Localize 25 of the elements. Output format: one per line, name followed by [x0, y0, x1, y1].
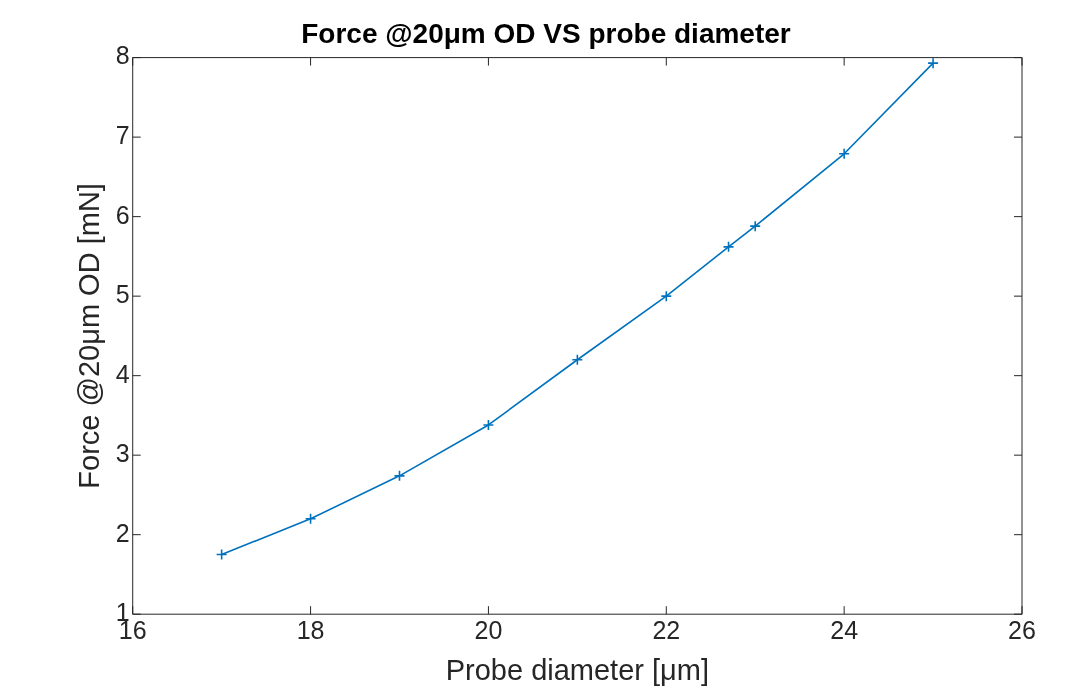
y-axis-title: Force @20μm OD [mN]: [73, 183, 106, 489]
x-tick-label: 24: [830, 616, 859, 645]
point: [722, 241, 735, 253]
x-tick-label: 18: [296, 616, 325, 645]
y-tick-label: 5: [115, 280, 130, 309]
point: [749, 220, 762, 232]
x-tick-label: 26: [1008, 616, 1036, 645]
point: [660, 290, 673, 302]
x-tick-label: 20: [474, 616, 503, 645]
y-tick-label: 3: [115, 439, 130, 468]
point: [393, 470, 406, 482]
point: [482, 419, 495, 431]
point: [304, 512, 317, 525]
x-tick-label: 22: [652, 616, 681, 645]
x-axis-title: Probe diameter [μm]: [445, 653, 710, 686]
y-tick-label: 2: [115, 518, 130, 547]
y-tick-label: 6: [115, 200, 130, 229]
point: [215, 548, 228, 561]
y-tick-label: 4: [115, 359, 130, 388]
point: [838, 148, 850, 160]
chart-title: Force @20μm OD VS probe diameter: [301, 17, 791, 49]
point: [571, 353, 584, 366]
y-tick-label: 7: [115, 121, 130, 149]
point: [927, 57, 939, 69]
y-tick-label: 8: [115, 41, 130, 70]
